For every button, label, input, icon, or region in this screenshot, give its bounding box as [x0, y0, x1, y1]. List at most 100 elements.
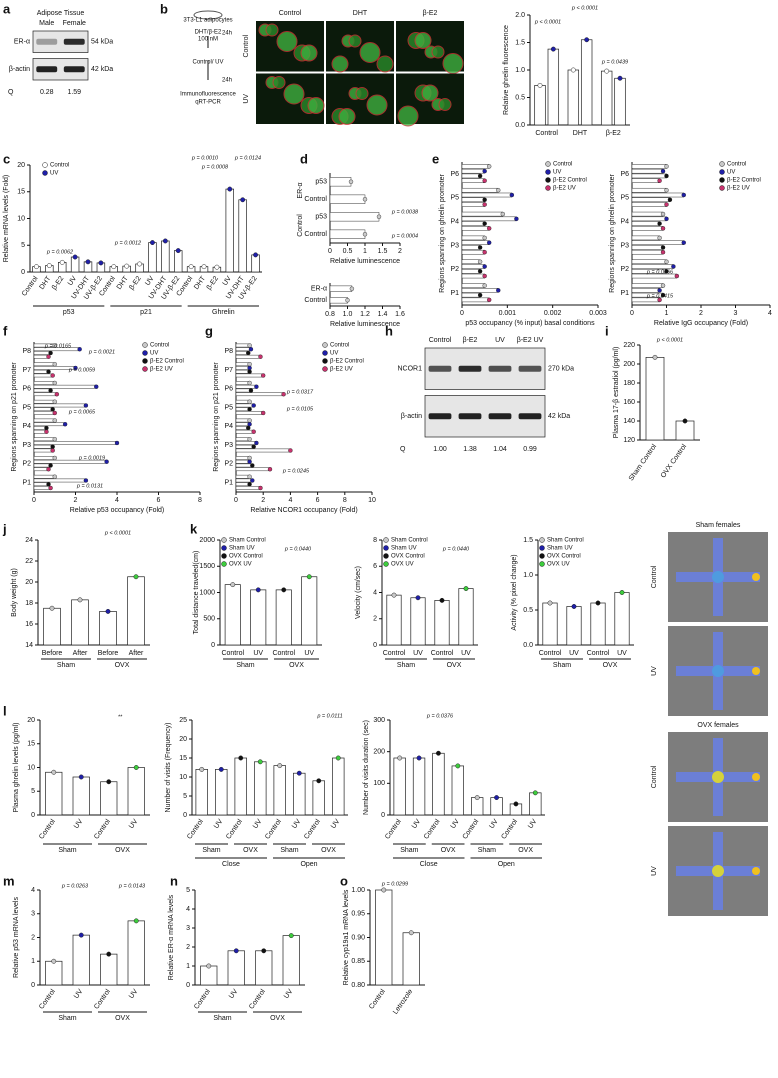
bar-marker [296, 770, 302, 776]
group-label: Ghrelin [212, 309, 235, 316]
bar [161, 240, 170, 273]
annotation: p = 0.0299 [381, 881, 408, 887]
bar-marker [247, 407, 252, 412]
bar-marker [78, 932, 84, 938]
annotation: p < 0.0001 [534, 19, 561, 25]
x-tick-label: 0.003 [589, 310, 607, 317]
y-tick-label: P2 [22, 461, 31, 468]
legend-swatch [42, 162, 48, 168]
bar-marker [250, 463, 255, 468]
x-tick-label: DHT [116, 275, 130, 291]
panel-letter: g [205, 323, 213, 338]
cell [397, 105, 419, 127]
x-tick-label: Before [42, 650, 63, 657]
x-tick-label: 0 [328, 248, 332, 255]
y-tick-label: 5 [183, 793, 187, 800]
y-tick-label: P8 [22, 348, 31, 355]
bar-marker [98, 260, 104, 266]
bar-marker [532, 790, 538, 796]
bar [566, 606, 582, 646]
y-tick-label: ER-α [311, 286, 327, 293]
bar [127, 767, 145, 816]
annotation: p = 0.0440 [442, 546, 470, 552]
bar [631, 226, 664, 231]
y-tick-label: 1500 [199, 563, 215, 570]
y-tick-label: 200 [623, 361, 635, 368]
bar [432, 752, 445, 816]
x-tick-label: Control [186, 818, 205, 841]
y-tick-label: 15 [27, 741, 35, 748]
lane-label: Female [63, 20, 86, 27]
bar-marker [474, 795, 480, 801]
y-tick-label: P4 [22, 423, 31, 430]
bar-marker [133, 574, 139, 580]
legend-label: β-E2 UV [150, 367, 173, 373]
bar [33, 399, 55, 404]
legend-swatch [322, 358, 328, 364]
y-tick-label: 180 [623, 380, 635, 387]
y-axis-label: Number of visits duration (sec) [363, 720, 370, 815]
x-tick-label: UV [144, 275, 156, 287]
cell [376, 55, 394, 73]
y-tick-label: P5 [22, 404, 31, 411]
hotspot [712, 665, 724, 677]
cell [348, 34, 362, 48]
row-label: Control [243, 35, 250, 58]
bar-marker [477, 292, 483, 298]
y-axis-label: Number of visits (Frequency) [165, 723, 172, 813]
panel-letter: i [605, 323, 609, 338]
x-tick-label: 0 [234, 497, 238, 504]
bar [412, 757, 426, 816]
bar-marker [657, 288, 662, 293]
bar-marker [214, 264, 220, 270]
group-label: Sham [280, 847, 298, 854]
group-label: OVX [115, 662, 130, 669]
bar [631, 221, 660, 226]
bar-marker [660, 245, 666, 250]
bar-marker [604, 68, 610, 74]
y-tick-label: 140 [623, 418, 635, 425]
legend-label: β-E2 UV [553, 186, 576, 192]
bar-marker [261, 410, 266, 416]
bar [100, 781, 118, 816]
annotation: p < 0.0001 [571, 5, 598, 11]
legend-label: UV [553, 170, 561, 176]
band [428, 365, 452, 372]
x-tick-label: UV [413, 650, 423, 657]
band [518, 365, 542, 372]
bar-marker [227, 186, 233, 192]
x-tick-label: UV [527, 818, 539, 830]
q-value: 1.59 [67, 89, 81, 96]
y-tick-label: 4 [373, 589, 377, 596]
bar [547, 48, 560, 126]
bar [235, 373, 264, 378]
bar [580, 39, 593, 126]
x-tick-label: 1.4 [378, 311, 388, 318]
bar [332, 757, 345, 816]
bar-marker [664, 216, 669, 222]
band [36, 66, 58, 73]
legend-swatch [539, 561, 545, 567]
y-axis-label: Relative mRNA levels (Fold) [3, 175, 10, 263]
y-tick-label: 24 [25, 537, 33, 544]
bar-marker [104, 459, 109, 464]
y-tick-label: P2 [620, 266, 629, 273]
x-axis-label: Relative p53 occupancy (Fold) [70, 507, 165, 514]
group-label: Open [498, 861, 515, 868]
bar-marker [50, 373, 55, 378]
bar-marker [415, 595, 421, 601]
step-label: 100 nM [198, 37, 218, 43]
bar [461, 297, 490, 303]
group-label: Sham [478, 847, 496, 854]
annotation: p = 0.0004 [391, 233, 418, 239]
x-tick-label: 2 [74, 497, 78, 504]
cell [272, 76, 286, 89]
bar [45, 771, 63, 816]
cell [431, 45, 445, 59]
bar-marker [261, 373, 266, 378]
x-axis-label: Relative luminescence [330, 321, 400, 328]
y-tick-label: 120 [623, 437, 635, 444]
bar-marker [233, 948, 239, 954]
group-label: OVX [270, 1015, 285, 1022]
x-tick-label: UV [411, 818, 423, 830]
